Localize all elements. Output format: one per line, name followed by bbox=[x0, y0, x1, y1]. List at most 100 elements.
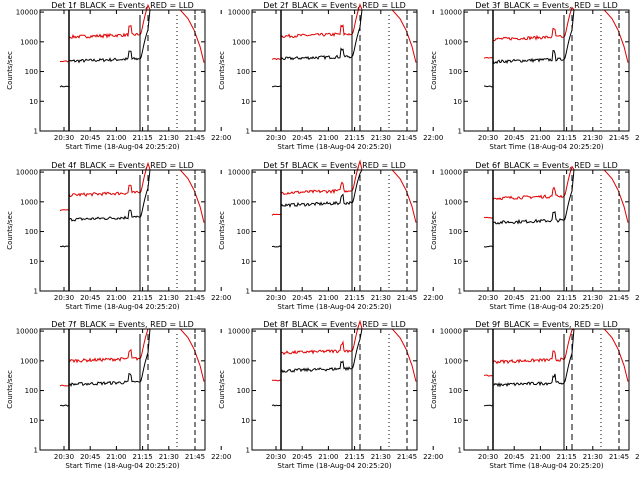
x-tick-label: 20:30 bbox=[266, 134, 286, 142]
x-tick-label: 20:45 bbox=[80, 134, 100, 142]
x-axis-label: Start Time (18-Aug-04 20:25:20) bbox=[277, 462, 391, 470]
y-tick-label: 10 bbox=[29, 417, 38, 425]
x-tick-label: 21:30 bbox=[583, 134, 603, 142]
x-tick-label: 21:45 bbox=[185, 294, 205, 302]
x-tick-label: 20:30 bbox=[54, 453, 74, 461]
y-axis-label: Counts/sec bbox=[430, 370, 438, 409]
series-line-lld-tail bbox=[603, 328, 629, 382]
y-tick-label: 1000 bbox=[20, 198, 38, 206]
series-line-lld bbox=[280, 319, 363, 356]
series-line-lld-pre bbox=[59, 209, 70, 212]
y-tick-label: 10 bbox=[29, 258, 38, 266]
x-axis-label: Start Time (18-Aug-04 20:25:20) bbox=[65, 303, 179, 311]
y-tick-label: 1000 bbox=[232, 198, 250, 206]
x-tick-label: 21:45 bbox=[185, 453, 205, 461]
x-tick-label: 21:45 bbox=[609, 294, 629, 302]
x-tick-label: 21:45 bbox=[397, 453, 417, 461]
x-tick-label: 20:30 bbox=[54, 294, 74, 302]
series-line-lld-pre bbox=[483, 374, 494, 377]
y-tick-label: 100 bbox=[25, 387, 38, 395]
x-tick-label: 21:45 bbox=[397, 294, 417, 302]
y-tick-label: 10000 bbox=[228, 328, 250, 336]
y-tick-label: 100 bbox=[449, 68, 462, 76]
x-tick-label: 21:00 bbox=[106, 453, 126, 461]
x-tick-label: 20:30 bbox=[54, 134, 74, 142]
y-tick-label: 100 bbox=[237, 228, 250, 236]
series-line-events bbox=[69, 9, 151, 64]
y-tick-label: 10 bbox=[241, 98, 250, 106]
y-tick-label: 1000 bbox=[232, 38, 250, 46]
series-line-events-pre bbox=[483, 404, 494, 407]
chart-title: Det 1f_BLACK = Events, RED = LLD bbox=[51, 1, 194, 10]
x-tick-label: 20:30 bbox=[266, 294, 286, 302]
chart-title: Det 6f_BLACK = Events, RED = LLD bbox=[475, 161, 618, 170]
y-tick-label: 1 bbox=[34, 288, 38, 296]
x-tick-label: 20:30 bbox=[266, 453, 286, 461]
chart-panel-9: Det 9f_BLACK = Events, RED = LLD 1 10 100 10… bbox=[430, 320, 640, 470]
plot-frame bbox=[463, 169, 630, 292]
x-tick-label: 21:15 bbox=[345, 134, 365, 142]
series-line-lld-pre bbox=[271, 379, 282, 382]
x-tick-label: 20:45 bbox=[504, 134, 524, 142]
series-line-lld-tail bbox=[391, 9, 417, 63]
series-line-lld-tail bbox=[179, 169, 205, 223]
chart-title: Det 3f_BLACK = Events, RED = LLD bbox=[475, 1, 618, 10]
y-tick-label: 10000 bbox=[440, 169, 462, 177]
plot-frame bbox=[251, 169, 418, 292]
y-tick-label: 10000 bbox=[440, 328, 462, 336]
x-tick-label: 20:45 bbox=[80, 453, 100, 461]
y-axis-label: Counts/sec bbox=[218, 370, 226, 409]
x-tick-label: 21:30 bbox=[371, 294, 391, 302]
chart-title: Det 8f_BLACK = Events, RED = LLD bbox=[263, 320, 406, 329]
series-line-events bbox=[280, 169, 363, 208]
series-line-events-pre bbox=[483, 85, 494, 88]
y-tick-label: 1 bbox=[458, 288, 462, 296]
x-axis-label: Start Time (18-Aug-04 20:25:20) bbox=[65, 143, 179, 151]
x-tick-label: 21:00 bbox=[530, 134, 550, 142]
y-tick-label: 10000 bbox=[16, 169, 38, 177]
y-tick-label: 10000 bbox=[440, 9, 462, 17]
x-tick-label: 21:30 bbox=[371, 453, 391, 461]
y-tick-label: 1000 bbox=[444, 198, 462, 206]
plot-frame bbox=[463, 9, 630, 132]
chart-panel-4: Det 4f_BLACK = Events, RED = LLD 1 10 100 10… bbox=[6, 161, 231, 311]
y-tick-label: 1 bbox=[34, 447, 38, 455]
y-tick-label: 100 bbox=[449, 387, 462, 395]
plot-frame bbox=[251, 328, 418, 451]
x-tick-label: 21:00 bbox=[318, 134, 338, 142]
series-line-lld bbox=[68, 161, 151, 198]
x-tick-label: 20:45 bbox=[292, 453, 312, 461]
chart-panel-1: Det 1f_BLACK = Events, RED = LLD 1 10 100 10… bbox=[6, 1, 231, 151]
y-tick-label: 100 bbox=[25, 68, 38, 76]
series-line-lld bbox=[68, 328, 151, 364]
y-tick-label: 1 bbox=[246, 128, 250, 136]
chart-panel-8: Det 8f_BLACK = Events, RED = LLD 1 10 100 10… bbox=[218, 319, 443, 470]
x-tick-label: 22:00 bbox=[635, 294, 640, 302]
y-tick-label: 100 bbox=[237, 387, 250, 395]
x-tick-label: 20:30 bbox=[478, 134, 498, 142]
y-tick-label: 10 bbox=[29, 98, 38, 106]
y-tick-label: 1 bbox=[246, 447, 250, 455]
series-line-lld bbox=[280, 159, 363, 196]
series-line-events-pre bbox=[59, 245, 70, 248]
x-tick-label: 21:15 bbox=[557, 134, 577, 142]
x-axis-label: Start Time (18-Aug-04 20:25:20) bbox=[277, 143, 391, 151]
chart-title: Det 7f_BLACK = Events, RED = LLD bbox=[51, 320, 194, 329]
y-tick-label: 10 bbox=[241, 417, 250, 425]
series-line-lld-tail bbox=[179, 9, 205, 63]
y-tick-label: 10000 bbox=[228, 169, 250, 177]
series-line-lld bbox=[68, 3, 151, 39]
x-tick-label: 21:00 bbox=[106, 294, 126, 302]
series-line-lld-pre bbox=[483, 216, 494, 219]
series-line-lld bbox=[492, 328, 575, 365]
y-tick-label: 10000 bbox=[16, 9, 38, 17]
x-axis-label: Start Time (18-Aug-04 20:25:20) bbox=[489, 143, 603, 151]
series-line-lld bbox=[492, 165, 575, 201]
x-tick-label: 22:00 bbox=[423, 134, 443, 142]
x-tick-label: 20:45 bbox=[504, 294, 524, 302]
x-tick-label: 20:30 bbox=[478, 294, 498, 302]
chart-title: Det 2f_BLACK = Events, RED = LLD bbox=[263, 1, 406, 10]
series-line-events bbox=[492, 9, 575, 65]
y-tick-label: 1 bbox=[458, 447, 462, 455]
